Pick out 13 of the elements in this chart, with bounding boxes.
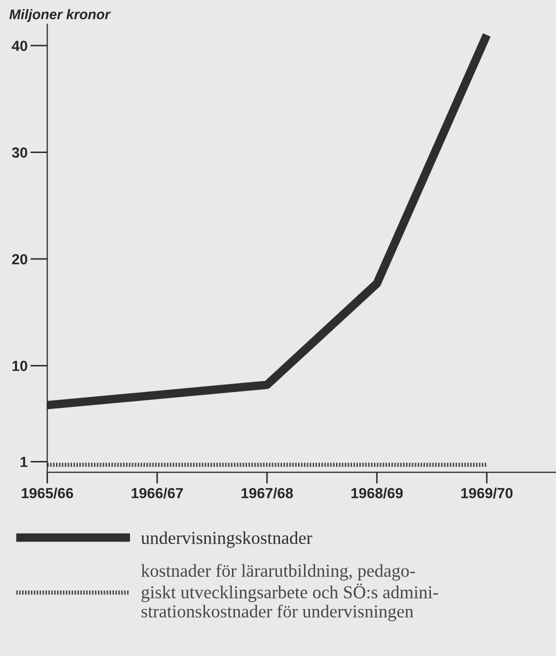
y-tick-label: 10 [12,360,28,372]
y-axis-title: Miljoner kronor [9,9,111,22]
y-tick-label: 1 [20,456,28,467]
x-tick-label: 1966/67 [132,488,183,498]
x-tick-label: 1968/69 [351,488,403,498]
y-tick-label: 20 [12,254,28,264]
text: undervisningskostnader [141,531,312,548]
y-tick-label: 30 [12,147,28,158]
y-tick-label: 40 [12,40,28,52]
x-tick-label: 1965/66 [22,488,74,498]
x-tick-label: 1967/68 [242,488,293,498]
text: kostnader för lärarutbildning, pedago- giskt utvecklingsarbete och SÖ:s admini- strationskostnader för undervisningen [141,564,438,622]
x-tick-label: 1969/70 [461,488,513,498]
